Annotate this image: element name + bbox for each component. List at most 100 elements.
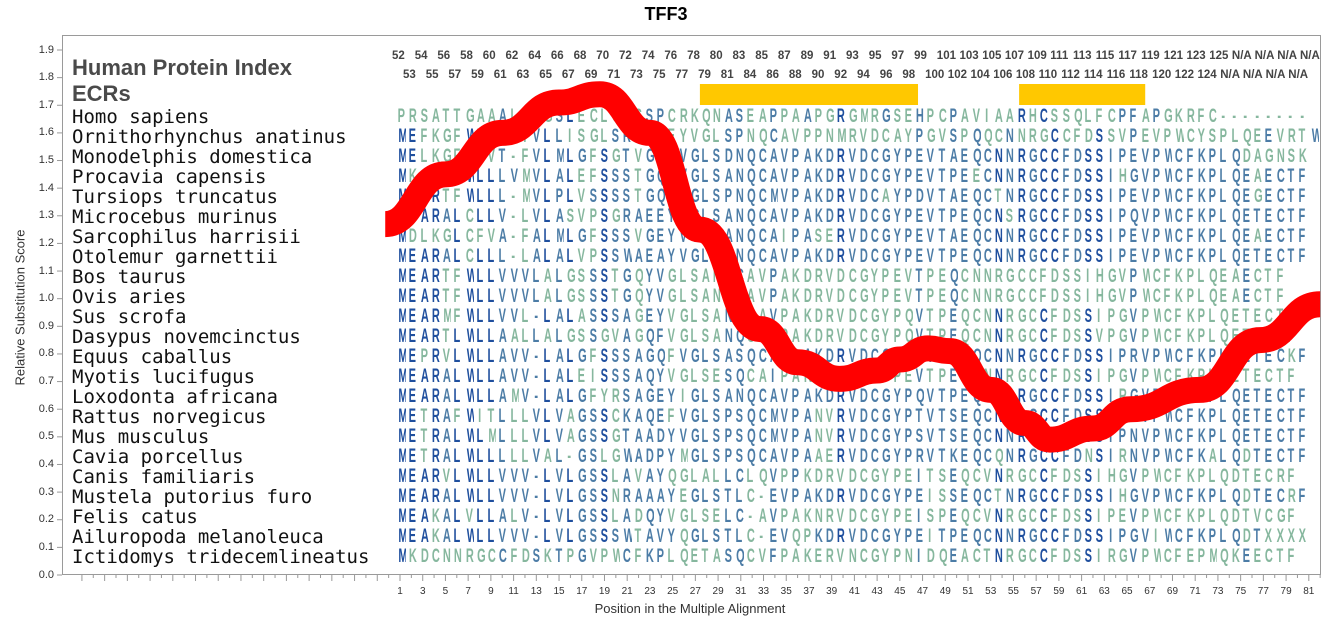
residue-letter: W xyxy=(1165,167,1172,187)
x-tick-label: 57 xyxy=(1030,586,1042,597)
y-tick-label: 0.3 xyxy=(38,485,54,498)
residue: G xyxy=(564,267,575,287)
x-tick-label: 21 xyxy=(621,586,633,597)
index-number: N/A xyxy=(1220,69,1240,81)
residue-letter: C xyxy=(871,247,880,267)
residue-letter: C xyxy=(848,267,857,287)
residue: C xyxy=(1172,147,1183,167)
residue: G xyxy=(688,167,699,187)
residue-letter: E xyxy=(1242,187,1250,207)
residue: A xyxy=(778,287,789,307)
residue-letter: C xyxy=(1175,187,1184,207)
residue: A xyxy=(496,227,507,247)
residue: V xyxy=(1139,167,1150,187)
residue-letter: C xyxy=(1051,167,1060,187)
residue: P xyxy=(902,227,913,247)
residue-letter: S xyxy=(1084,247,1093,267)
residue: S xyxy=(1105,127,1116,147)
residue-letter: G xyxy=(589,127,598,147)
residue: G xyxy=(1003,287,1014,307)
residue: N xyxy=(1003,147,1014,167)
residue-letter: D xyxy=(859,207,868,227)
residue: L xyxy=(496,167,507,187)
residue: E xyxy=(1240,207,1251,227)
residue-letter: C xyxy=(758,247,767,267)
residue: P xyxy=(1116,147,1127,167)
residue: E xyxy=(406,127,417,147)
residue: P xyxy=(767,267,778,287)
chart-title: TFF3 xyxy=(644,4,688,24)
residue-letter: R xyxy=(1017,227,1026,247)
residue-letter: Q xyxy=(747,227,756,247)
residue: F xyxy=(1184,147,1195,167)
residue-letter: L xyxy=(498,247,506,267)
residue-letter: R xyxy=(1017,207,1026,227)
residue-letter: L xyxy=(1219,247,1227,267)
residue: K xyxy=(1195,147,1206,167)
residue: F xyxy=(1296,187,1307,207)
residue: A xyxy=(722,167,733,187)
residue-letter: F xyxy=(1129,107,1137,127)
residue: N xyxy=(1274,147,1285,167)
residue: P xyxy=(1150,227,1161,247)
residue: K xyxy=(812,147,823,167)
residue-letter: G xyxy=(927,127,936,147)
residue-letter: R xyxy=(409,107,418,127)
residue-letter: A xyxy=(634,207,643,227)
residue: V xyxy=(778,187,789,207)
residue: A xyxy=(778,267,789,287)
index-number: 83 xyxy=(732,50,746,62)
residue: G xyxy=(1003,267,1014,287)
residue: A xyxy=(947,227,958,247)
residue: A xyxy=(801,247,812,267)
residue-letter: A xyxy=(893,127,902,147)
residue-letter: P xyxy=(1129,267,1138,287)
residue-letter: F xyxy=(1039,267,1047,287)
residue: S xyxy=(1093,247,1104,267)
residue-letter: E xyxy=(1242,167,1250,187)
residue: C xyxy=(981,167,992,187)
index-number: 110 xyxy=(1038,69,1058,81)
residue: T xyxy=(440,267,451,287)
residue-letter: Y xyxy=(668,207,676,227)
residue-letter: K xyxy=(1197,227,1206,247)
residue-letter: V xyxy=(780,167,789,187)
residue: R xyxy=(992,267,1003,287)
residue: F xyxy=(451,267,462,287)
residue: N xyxy=(744,127,755,147)
residue-letter: V xyxy=(927,147,935,167)
residue-letter: P xyxy=(949,107,958,127)
residue-letter: Y xyxy=(668,247,676,267)
residue: V xyxy=(677,147,688,167)
residue: P xyxy=(395,107,406,127)
residue-letter: V xyxy=(927,187,935,207)
residue-letter: Y xyxy=(893,227,901,247)
residue: G xyxy=(1026,147,1037,167)
residue-letter: V xyxy=(1118,127,1127,147)
residue-letter: C xyxy=(1040,207,1048,227)
residue: V xyxy=(677,247,688,267)
residue: E xyxy=(913,247,924,267)
x-tick-label: 43 xyxy=(871,586,883,597)
species-name: Homo sapiens xyxy=(72,106,210,128)
residue: A xyxy=(553,207,564,227)
residue-letter: V xyxy=(499,267,507,287)
index-number: 104 xyxy=(970,69,990,81)
residue: L xyxy=(564,227,575,247)
residue: G xyxy=(1026,207,1037,227)
residue: G xyxy=(879,107,891,127)
residue-letter: A xyxy=(803,187,812,207)
residue: M xyxy=(519,187,530,207)
residue-letter: V xyxy=(927,167,935,187)
residue: W xyxy=(1161,147,1172,167)
residue: S xyxy=(710,147,721,167)
residue-letter: V xyxy=(634,227,642,247)
residue-letter: A xyxy=(949,227,958,247)
residue: Q xyxy=(970,127,981,147)
residue: Q xyxy=(1229,207,1240,227)
residue-letter: L xyxy=(1219,227,1227,247)
residue-letter: D xyxy=(916,187,925,207)
residue-letter: E xyxy=(1265,207,1273,227)
species-name: Tursiops truncatus xyxy=(72,186,278,208)
residue: C xyxy=(936,107,947,127)
